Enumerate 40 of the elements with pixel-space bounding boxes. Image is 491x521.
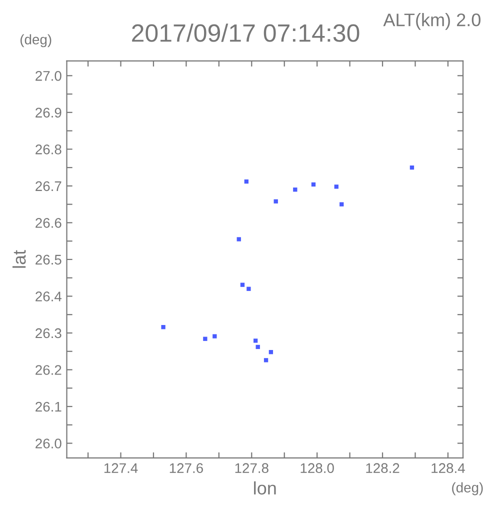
point xyxy=(274,199,278,204)
point xyxy=(334,184,338,189)
point xyxy=(240,282,245,287)
point xyxy=(161,325,166,330)
y-tick-label: 26.2 xyxy=(36,365,62,375)
point xyxy=(410,165,414,170)
text: (deg) xyxy=(20,34,52,48)
point xyxy=(264,358,268,362)
y-tick-label: 26.0 xyxy=(36,438,62,448)
y-tick-label: 26.8 xyxy=(36,144,62,154)
x-tick-label: 127.4 xyxy=(104,463,138,473)
y-tick-label: 26.1 xyxy=(36,402,62,412)
x-tick-label: 128.0 xyxy=(300,463,334,474)
y-tick-label: 26.4 xyxy=(36,292,62,302)
point xyxy=(246,286,251,291)
y-tick-label: 26.3 xyxy=(36,328,62,338)
x-tick-label: 128.2 xyxy=(366,463,400,474)
point xyxy=(311,182,316,187)
y-tick-label: 26.5 xyxy=(36,254,62,265)
point xyxy=(340,202,344,206)
x-tick-label: 127.6 xyxy=(170,463,203,474)
point xyxy=(244,179,248,184)
x-tick-label: 128.4 xyxy=(432,463,465,474)
y-tick-label: 26.7 xyxy=(36,181,62,192)
y-tick-label: 26.6 xyxy=(36,218,62,228)
chart-subtitle: ALT(km) 2.0 xyxy=(383,13,480,30)
text: (deg) xyxy=(452,482,483,496)
point xyxy=(268,350,274,354)
point xyxy=(293,188,298,192)
y-tick-label: 27.0 xyxy=(36,70,62,81)
x-tick-label: 127.8 xyxy=(235,463,268,474)
x-axis-title: lon xyxy=(254,481,276,495)
point xyxy=(203,336,208,341)
point xyxy=(236,237,241,242)
y-tick-label: 26.9 xyxy=(36,108,62,118)
point xyxy=(256,344,260,350)
y-axis-title: lat xyxy=(12,250,26,268)
point xyxy=(253,338,258,343)
chart-title: 2017/09/17 07:14:30 xyxy=(132,24,360,42)
point xyxy=(212,334,217,338)
